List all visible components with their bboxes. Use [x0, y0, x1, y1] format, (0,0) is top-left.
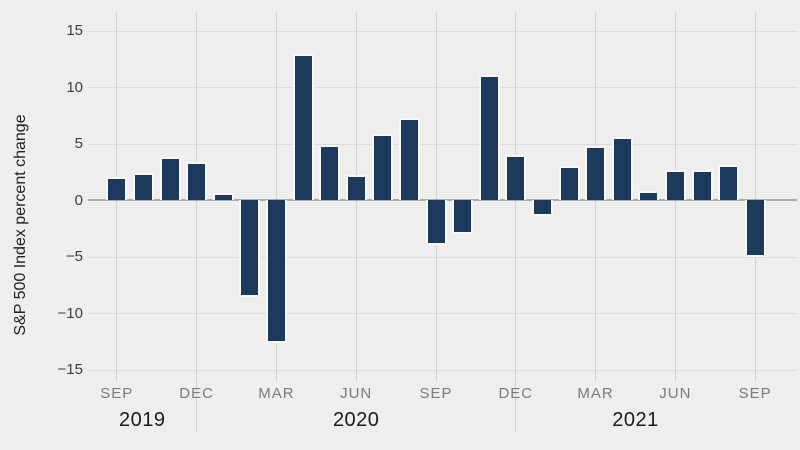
x-tick-label: JUN [659, 385, 692, 402]
bar [638, 191, 660, 200]
x-tick-label: JUN [340, 385, 373, 402]
bar [531, 200, 553, 216]
x-tick-label: SEP [419, 385, 453, 402]
y-gridline [88, 144, 797, 145]
x-gridline [754, 11, 756, 382]
bar [425, 200, 447, 245]
year-separator-gridline [196, 11, 198, 433]
x-tick-label: DEC [179, 385, 214, 402]
bar [691, 169, 713, 200]
bar [212, 193, 234, 200]
y-gridline [88, 257, 797, 258]
y-tick-label: −10 [57, 304, 83, 322]
bar [265, 200, 287, 344]
y-tick-label: 0 [74, 191, 83, 209]
year-label: 2020 [332, 409, 380, 431]
bar [558, 166, 580, 200]
bar [585, 146, 607, 200]
bar [452, 200, 474, 234]
x-tick-label: MAR [577, 385, 614, 402]
bar [239, 200, 261, 297]
y-tick-label: 15 [66, 22, 83, 39]
y-gridline [88, 87, 797, 88]
bar [505, 155, 527, 200]
year-separator-gridline [515, 11, 517, 433]
x-gridline [435, 11, 437, 382]
y-tick-label: 5 [74, 135, 83, 152]
x-tick-label: SEP [738, 385, 772, 402]
bar [372, 133, 394, 200]
y-gridline [88, 313, 797, 314]
bar [106, 176, 128, 200]
bar [611, 136, 633, 200]
x-gridline [275, 11, 277, 382]
bar [398, 117, 420, 200]
bar [186, 161, 208, 200]
bar [319, 144, 341, 200]
year-label: 2021 [612, 409, 659, 431]
x-tick-label: MAR [258, 385, 295, 402]
bar [664, 169, 686, 200]
y-gridline [88, 370, 797, 371]
y-tick-label: 10 [66, 78, 83, 96]
bar [292, 54, 314, 200]
bar [159, 157, 181, 200]
bar [345, 175, 367, 200]
y-gridline [88, 31, 797, 32]
bar [132, 173, 154, 200]
bar [744, 200, 766, 258]
bar [478, 74, 500, 200]
bar [718, 165, 740, 200]
y-tick-label: −5 [65, 248, 83, 265]
y-tick-label: −15 [57, 361, 83, 378]
x-tick-label: SEP [100, 385, 134, 402]
year-label: 2019 [119, 409, 166, 431]
x-tick-label: DEC [498, 385, 534, 402]
